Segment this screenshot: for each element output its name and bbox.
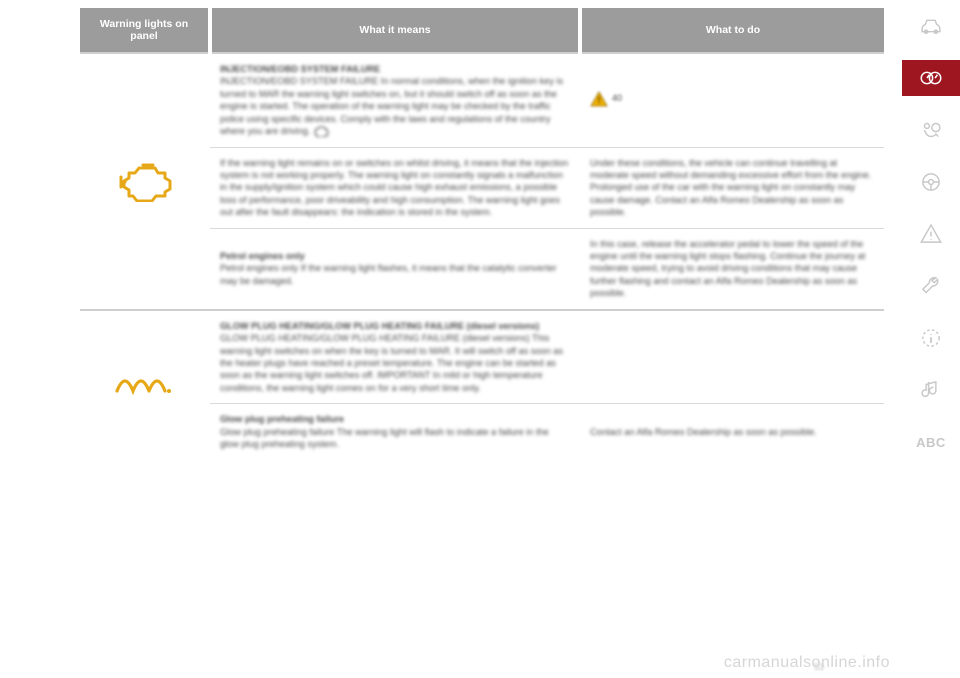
warning-40-icon: ! 40	[590, 91, 622, 107]
row1-todo: ! 40	[580, 53, 884, 147]
engine-warning-icon-cell	[80, 53, 210, 310]
row3-means: Petrol engines only Petrol engines only …	[210, 228, 580, 310]
inline-engine-icon	[313, 125, 329, 137]
header-panel: Warning lights on panel	[80, 8, 210, 53]
tab-airbag-icon[interactable]	[902, 112, 960, 148]
engine-check-icon	[115, 194, 175, 204]
header-todo: What to do	[580, 8, 884, 53]
row3-todo: In this case, release the accelerator pe…	[580, 228, 884, 310]
glow-plug-icon	[113, 391, 177, 401]
row2-means: If the warning light remains on or switc…	[210, 147, 580, 228]
watermark: carmanualsonline.info	[724, 654, 890, 672]
glow-plug-icon-cell	[80, 310, 210, 460]
svg-text:!: !	[597, 95, 600, 106]
tab-steering-icon[interactable]	[902, 164, 960, 200]
tab-warning-icon[interactable]	[902, 216, 960, 252]
row2-todo: Under these conditions, the vehicle can …	[580, 147, 884, 228]
tab-car-icon[interactable]	[902, 8, 960, 44]
tab-info-icon[interactable]	[902, 320, 960, 356]
warning-lights-table: Warning lights on panel What it means Wh…	[80, 8, 884, 460]
row4-todo	[580, 310, 884, 404]
tab-dashboard-icon[interactable]	[902, 60, 960, 96]
tab-audio-icon[interactable]	[902, 372, 960, 408]
row5-todo: Contact an Alfa Romeo Dealership as soon…	[580, 404, 884, 460]
abc-label: ABC	[916, 435, 946, 450]
section-tabs-sidebar: ABC	[902, 0, 960, 678]
tab-service-icon[interactable]	[902, 268, 960, 304]
row4-means: GLOW PLUG HEATING/GLOW PLUG HEATING FAIL…	[210, 310, 580, 404]
header-means: What it means	[210, 8, 580, 53]
row5-means: Glow plug preheating failure Glow plug p…	[210, 404, 580, 460]
tab-index-icon[interactable]: ABC	[902, 424, 960, 460]
row1-means: INJECTION/EOBD SYSTEM FAILURE INJECTION/…	[210, 53, 580, 147]
